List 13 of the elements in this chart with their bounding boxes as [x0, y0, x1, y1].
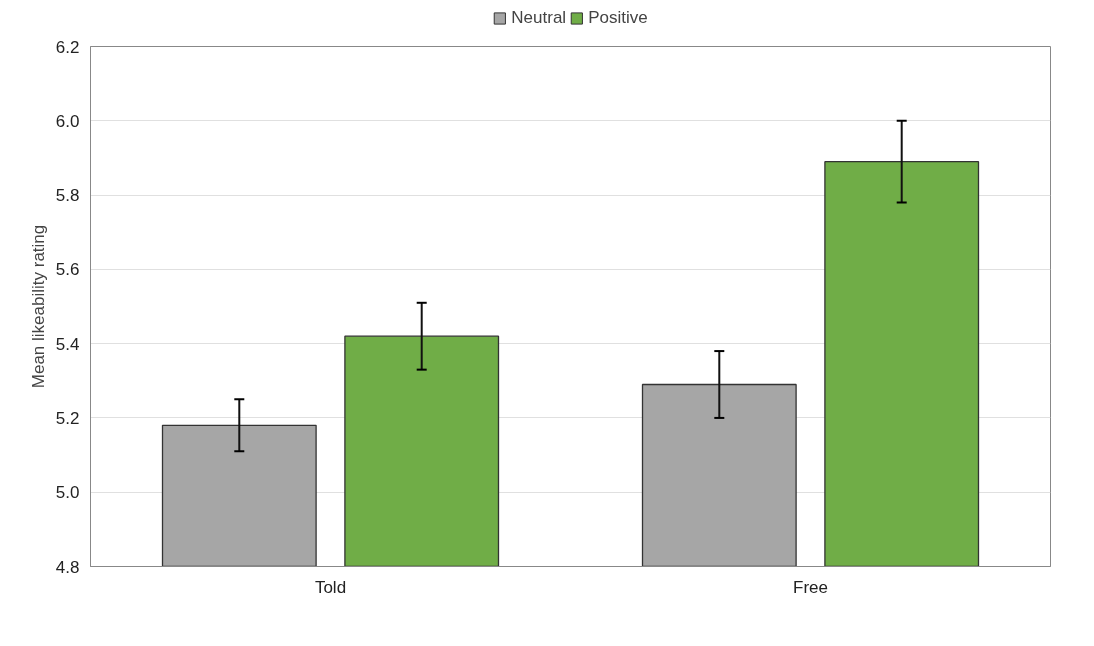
x-tick-label: Told — [314, 577, 347, 597]
y-tick-label: 6.0 — [55, 111, 80, 131]
x-tick-label: Free — [793, 577, 828, 597]
y-tick-label: 5.4 — [55, 334, 80, 354]
y-tick-label: 5.2 — [55, 408, 80, 428]
y-tick-label: 4.8 — [55, 557, 80, 577]
y-tick-label: 6.2 — [55, 37, 80, 57]
y-tick-label: 5.6 — [55, 260, 80, 280]
legend-label: Positive — [588, 8, 648, 28]
y-tick-label: 5.8 — [55, 186, 80, 206]
y-axis-title: Mean likeability rating — [28, 224, 48, 389]
legend-label: Neutral — [511, 8, 567, 28]
y-tick-label: 5.0 — [55, 483, 80, 503]
